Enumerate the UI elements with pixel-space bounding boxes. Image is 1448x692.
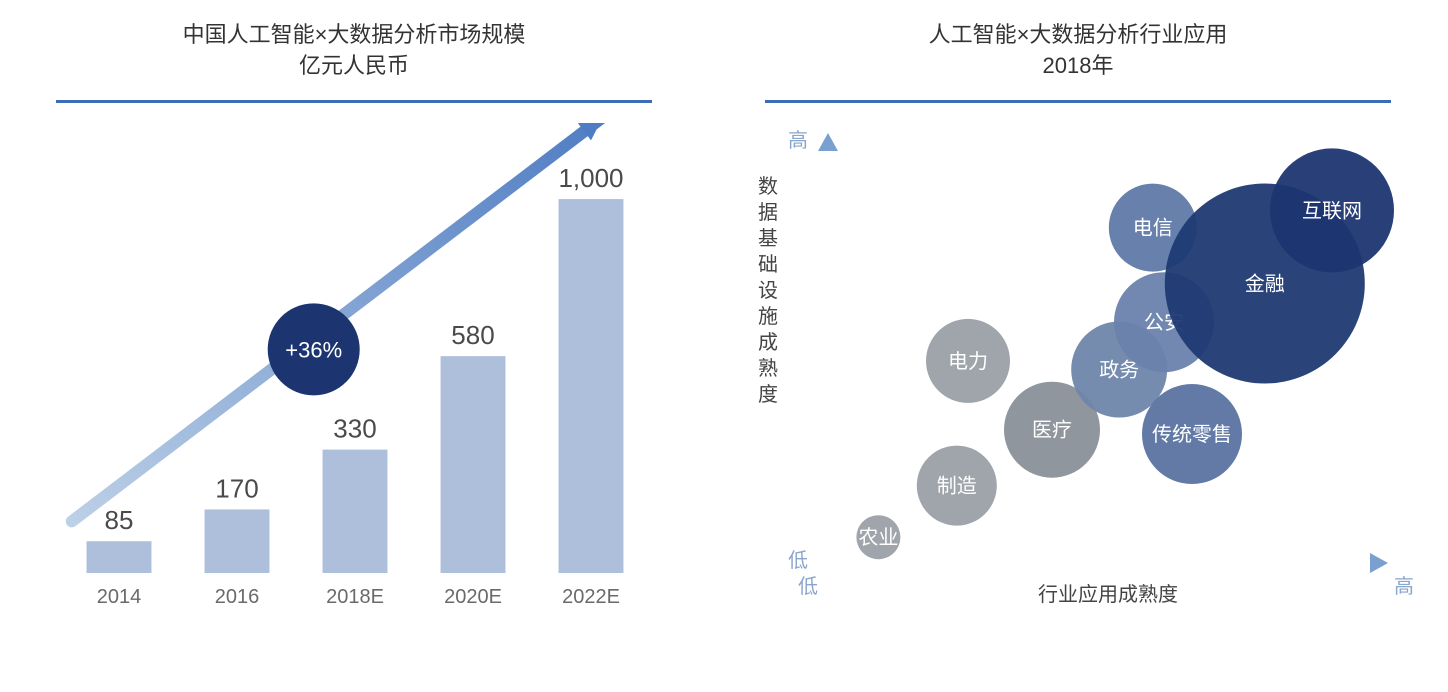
bubble-label: 医疗 bbox=[1032, 418, 1072, 441]
bubble-label: 制造 bbox=[937, 474, 977, 497]
y-axis-title-char: 基 bbox=[758, 227, 778, 250]
bar-category-label: 2020E bbox=[444, 586, 502, 608]
bubble-label: 互联网 bbox=[1302, 199, 1362, 222]
bar bbox=[87, 541, 152, 573]
bar-value-label: 1,000 bbox=[558, 163, 623, 193]
right-title-line2: 2018年 bbox=[1043, 53, 1114, 78]
bubble-label: 电力 bbox=[948, 349, 988, 372]
left-title-line2: 亿元人民币 bbox=[299, 53, 409, 78]
bar-value-label: 170 bbox=[215, 473, 258, 503]
bar-value-label: 330 bbox=[333, 413, 376, 443]
bar bbox=[441, 356, 506, 573]
growth-badge-label: +36% bbox=[285, 337, 342, 362]
bubble-label: 电信 bbox=[1133, 216, 1173, 239]
x-axis-arrow bbox=[1370, 553, 1388, 573]
left-title: 中国人工智能×大数据分析市场规模 亿元人民币 bbox=[30, 20, 678, 82]
bar bbox=[323, 449, 388, 572]
y-axis-title-char: 数 bbox=[758, 175, 778, 198]
y-axis-title-char: 施 bbox=[758, 305, 778, 328]
dashboard: 中国人工智能×大数据分析市场规模 亿元人民币 85 2014 170 2016 330 2… bbox=[0, 0, 1448, 692]
y-axis-title-char: 熟 bbox=[758, 357, 778, 380]
bubble-label: 农业 bbox=[858, 526, 898, 549]
x-axis-low: 低 bbox=[798, 575, 818, 598]
left-title-line1: 中国人工智能×大数据分析市场规模 bbox=[183, 22, 526, 47]
y-axis-title-char: 设 bbox=[758, 279, 778, 302]
market-size-bar-chart: 85 2014 170 2016 330 2018E 580 2020E 1,000 2022E +… bbox=[30, 123, 670, 623]
bar-value-label: 85 bbox=[105, 505, 134, 535]
bubble-label: 政务 bbox=[1099, 358, 1139, 381]
bubble-label: 金融 bbox=[1245, 272, 1285, 295]
industry-application-bubble-chart: 低高低高行业应用成熟度数据基础设施成熟度农业制造电力医疗政务传统零售公安电信金融… bbox=[738, 123, 1418, 623]
y-axis-title-char: 础 bbox=[758, 253, 778, 276]
x-axis-title: 行业应用成熟度 bbox=[1038, 583, 1178, 606]
left-divider bbox=[56, 100, 652, 103]
right-title-line1: 人工智能×大数据分析行业应用 bbox=[929, 22, 1228, 47]
right-panel: 人工智能×大数据分析行业应用 2018年 低高低高行业应用成熟度数据基础设施成熟… bbox=[708, 0, 1448, 692]
y-axis-title-char: 据 bbox=[758, 201, 778, 224]
bar-category-label: 2014 bbox=[97, 586, 142, 608]
bar bbox=[205, 509, 270, 573]
bar bbox=[559, 199, 624, 573]
y-axis-title-char: 成 bbox=[758, 331, 778, 354]
bar-value-label: 580 bbox=[451, 320, 494, 350]
y-axis-high: 高 bbox=[788, 129, 808, 152]
left-panel: 中国人工智能×大数据分析市场规模 亿元人民币 85 2014 170 2016 330 2… bbox=[0, 0, 708, 692]
y-axis-title-char: 度 bbox=[758, 383, 778, 406]
bubble-label: 传统零售 bbox=[1152, 423, 1232, 446]
x-axis-high: 高 bbox=[1394, 575, 1414, 598]
y-axis-low: 低 bbox=[788, 549, 808, 572]
bar-category-label: 2018E bbox=[326, 586, 384, 608]
right-title: 人工智能×大数据分析行业应用 2018年 bbox=[738, 20, 1418, 82]
right-divider bbox=[765, 100, 1391, 103]
bar-category-label: 2022E bbox=[562, 586, 620, 608]
bar-category-label: 2016 bbox=[215, 586, 260, 608]
y-axis-arrow bbox=[818, 133, 838, 151]
